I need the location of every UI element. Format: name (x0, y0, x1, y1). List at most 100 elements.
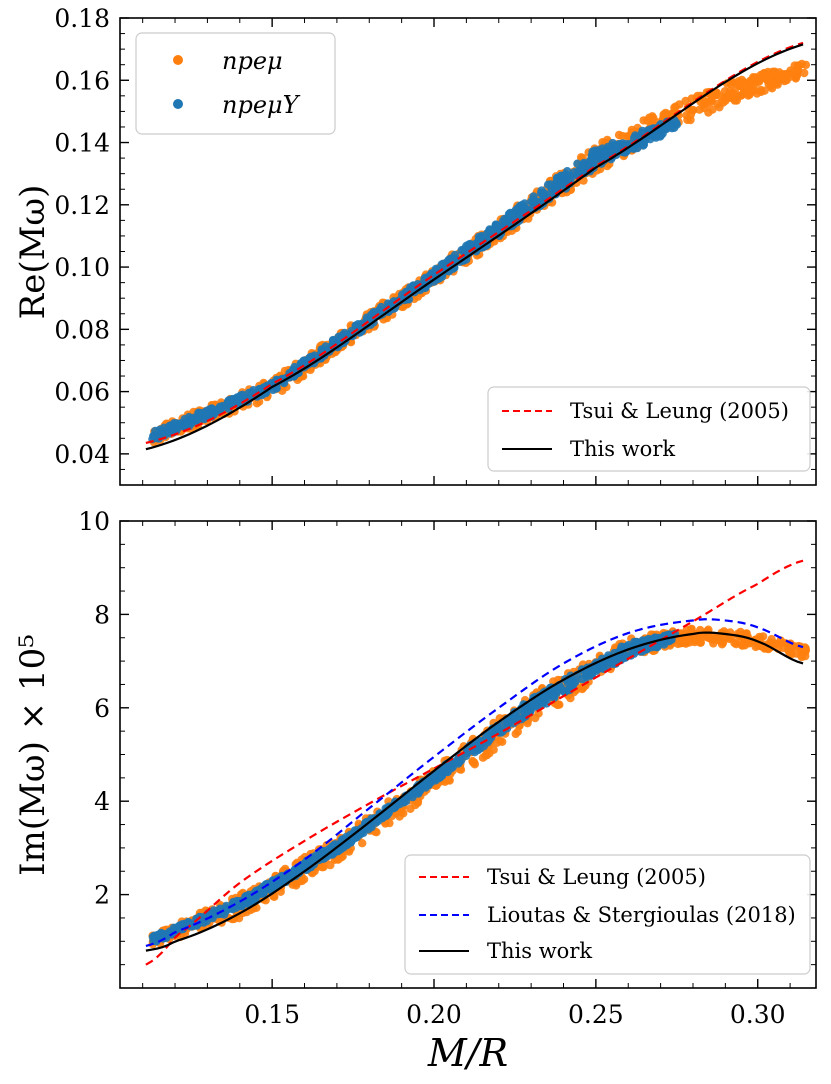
scatter-point (792, 71, 802, 80)
scatter-point (800, 643, 810, 652)
scatter-point (743, 80, 752, 89)
scatter-point (452, 756, 461, 765)
line-thiswork (145, 43, 804, 451)
scatter-point (468, 756, 477, 766)
scatter-point (440, 764, 449, 774)
scatter-point (495, 736, 505, 745)
scatter-point (708, 105, 717, 114)
scatter-point (399, 809, 408, 818)
scatter-point (703, 99, 712, 108)
bottom-y-axis-label: Im(Mω) × 10⁵ (13, 634, 53, 876)
scatter-point (772, 639, 781, 649)
scatter-point (362, 817, 371, 827)
line-thiswork (145, 631, 804, 952)
scatter-point (585, 157, 594, 167)
scatter-point (730, 96, 739, 105)
scatter-point (741, 86, 750, 96)
top-y-tick-label: 0.14 (54, 129, 110, 158)
scatter-point (521, 712, 530, 721)
scatter-point (774, 75, 783, 85)
legend-box (135, 32, 336, 135)
top-y-tick-label: 0.08 (54, 315, 110, 344)
scatter-point (501, 216, 510, 226)
bottom-y-tick-label: 8 (94, 600, 110, 629)
top-y-tick-label: 0.12 (54, 191, 110, 220)
scatter-point (202, 410, 211, 420)
scatter-point (715, 103, 724, 112)
scatter-point (587, 671, 596, 680)
scatter-point (534, 709, 543, 718)
bottom-y-tick-label: 2 (94, 881, 110, 910)
scatter-point (423, 781, 432, 790)
legend-label-lioutas: Lioutas & Stergioulas (2018) (487, 903, 796, 927)
scatter-point (718, 638, 728, 647)
x-tick-label: 0.15 (244, 1000, 300, 1029)
legend-label-npemuY: npeμY (222, 91, 301, 119)
scatter-point (493, 223, 502, 232)
scatter-point (801, 651, 810, 661)
scatter-point (342, 840, 351, 850)
scatter-point (624, 640, 633, 650)
scatter-point (225, 395, 235, 404)
scatter-point (358, 839, 367, 848)
scatter-point (529, 195, 538, 204)
line-lioutasstergioulas (145, 618, 804, 948)
scatter-point (604, 658, 613, 667)
scatter-point (779, 643, 788, 653)
scatter-point (406, 804, 415, 813)
scatter-point (329, 336, 338, 345)
bottom-y-tick-label: 10 (78, 507, 110, 536)
scatter-point (433, 771, 443, 780)
scatter-point (566, 175, 575, 184)
top-line-legend: Tsui & Leung (2005) This work (487, 386, 811, 472)
scatter-point (651, 133, 661, 142)
scatter-point (307, 856, 316, 865)
scatter-point (695, 105, 704, 114)
scatter-point (156, 928, 166, 938)
legend-label-tsui: Tsui & Leung (2005) (487, 865, 706, 889)
legend-box (404, 854, 811, 975)
scatter-point (750, 74, 759, 83)
x-tick-label: 0.30 (730, 1000, 786, 1029)
bottom-line-legend: Tsui & Leung (2005) Lioutas & Stergioula… (404, 854, 811, 975)
scatter-point (638, 126, 647, 136)
scatter-point (588, 147, 597, 156)
scatter-point (676, 636, 685, 645)
scatter-point (670, 103, 679, 112)
scatter-point (487, 727, 496, 737)
legend-label-thiswork: This work (487, 939, 592, 963)
scatter-point (617, 642, 626, 651)
scatter-point (218, 401, 227, 411)
scatter-point (267, 883, 276, 893)
scatter-point (578, 164, 587, 173)
scatter-point (165, 421, 174, 431)
scatter-point (603, 142, 613, 152)
top-panel: 0.040.060.080.100.120.140.160.18 Re(Mω) … (13, 4, 817, 486)
top-scatter-legend: npeμ npeμY (135, 32, 336, 135)
scatter-point (681, 96, 690, 106)
scatter-point (511, 729, 520, 739)
x-tick-label: 0.25 (568, 1000, 624, 1029)
scatter-point (632, 638, 641, 647)
scatter-point (552, 173, 562, 183)
scatter-point (209, 409, 219, 419)
scatter-point (735, 81, 744, 90)
line-tsuileung (145, 41, 804, 445)
scatter-point (383, 810, 392, 819)
bottom-y-tick-label: 4 (94, 787, 110, 816)
scatter-point (801, 60, 811, 70)
scatter-point (793, 61, 803, 70)
scatter-point (780, 70, 790, 79)
scatter-point (553, 700, 562, 710)
top-y-tick-label: 0.06 (54, 378, 110, 407)
scatter-point (560, 688, 569, 697)
legend-label-tsui: Tsui & Leung (2005) (570, 399, 789, 423)
scatter-point (732, 640, 741, 649)
scatter-point (760, 86, 769, 95)
scatter-point (259, 383, 268, 392)
scatter-point (484, 736, 494, 745)
scatter-point (549, 686, 558, 695)
top-y-axis-label: Re(Mω) (13, 185, 53, 320)
scatter-point (767, 78, 776, 87)
